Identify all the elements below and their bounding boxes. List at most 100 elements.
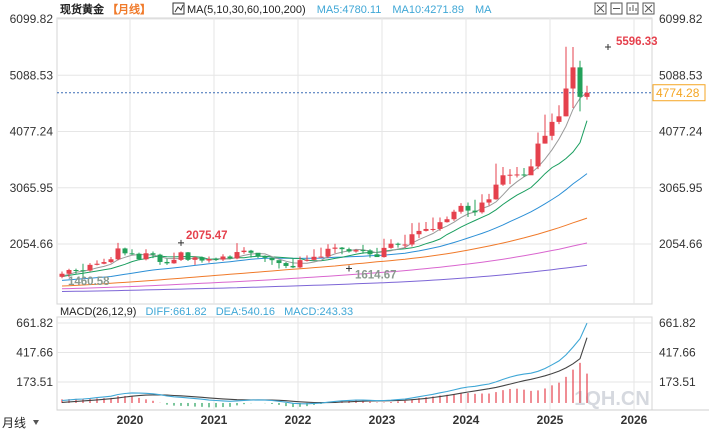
macd-gridlines — [57, 322, 652, 383]
last-price-value: 4774.28 — [656, 86, 700, 100]
macd-tick-label: 173.51 — [16, 375, 53, 389]
candle-body — [94, 263, 100, 265]
candle-body — [59, 273, 65, 277]
candle-body — [444, 219, 450, 223]
candle-body — [507, 174, 513, 176]
macd-tick-label: 417.66 — [16, 346, 53, 360]
candle-body — [528, 166, 534, 176]
year-gridlines — [129, 18, 635, 410]
candle-body — [297, 260, 303, 268]
ma-legend: MA(5,10,30,60,100,200) MA5:4780.11 MA10:… — [187, 4, 492, 16]
candle-body — [360, 250, 366, 252]
candle-body — [178, 252, 184, 260]
macd-lines — [61, 322, 588, 405]
year-label: 2020 — [117, 413, 144, 427]
candle-body — [339, 247, 345, 250]
candle-body — [514, 174, 520, 176]
candle-body — [227, 256, 233, 259]
candle-body — [206, 259, 212, 261]
candle-body — [521, 174, 527, 176]
ma10-line — [61, 120, 588, 277]
diff-line — [61, 322, 588, 405]
price-tick-label: 4077.24 — [659, 125, 703, 139]
macd-tick-label: 173.51 — [659, 375, 696, 389]
price-tick-label: 2054.66 — [659, 237, 703, 251]
watermark: 1QH.CN — [574, 388, 650, 410]
dea-legend: DEA:540.16 — [216, 306, 275, 318]
candle-body — [80, 270, 86, 272]
candle-body — [234, 252, 240, 259]
candle-body — [367, 250, 373, 255]
candle-body — [248, 250, 254, 253]
candle-body — [332, 247, 338, 249]
macd-tick-label: 417.66 — [659, 346, 696, 360]
candle-body — [150, 253, 156, 255]
candle-body — [535, 143, 541, 167]
footer-scroll-icon[interactable] — [33, 420, 39, 425]
candle-body — [255, 252, 261, 257]
candle-body — [136, 253, 142, 260]
price-tick-label: 2054.66 — [10, 237, 54, 251]
candle-body — [472, 210, 478, 213]
candle-body — [493, 184, 499, 200]
macd-panel[interactable] — [56, 316, 653, 411]
left-price-axis: 6099.82 5088.53 4077.24 3065.95 2054.66 — [10, 12, 54, 251]
candle-body — [185, 252, 191, 260]
candle-body — [311, 256, 317, 260]
candle-body — [262, 256, 268, 258]
price-tick-label: 5088.53 — [10, 68, 54, 82]
close-icon[interactable] — [642, 2, 655, 15]
year-label: 2026 — [621, 413, 648, 427]
candle-body — [486, 199, 492, 203]
candle-body — [304, 259, 310, 261]
footer-period-tab[interactable]: 月线 — [2, 416, 26, 430]
candle-body — [143, 253, 149, 260]
candle-body — [549, 121, 555, 136]
candle-body — [318, 256, 324, 258]
last-price-tag — [652, 84, 706, 102]
candle-body — [346, 249, 352, 252]
price-tick-label: 6099.82 — [10, 12, 54, 26]
year-label: 2024 — [453, 413, 480, 427]
candle-body — [409, 234, 415, 245]
ma10-legend: MA10:4271.89 — [392, 4, 464, 16]
chart-type-icon[interactable] — [626, 2, 639, 15]
candle-body — [199, 257, 205, 261]
candle-body — [416, 230, 422, 235]
price-tick-label: 5088.53 — [659, 68, 703, 82]
ma100-line — [61, 242, 588, 290]
candle-body — [577, 67, 583, 97]
price-tick-label: 3065.95 — [10, 181, 54, 195]
candle-body — [381, 247, 387, 258]
macd-tick-label: 661.82 — [659, 316, 696, 330]
candle-body — [395, 243, 401, 245]
candle-body — [570, 67, 576, 89]
macd-tick-label: 661.82 — [16, 316, 53, 330]
candle-body — [241, 250, 247, 253]
main-panel[interactable] — [56, 17, 653, 305]
ma-indicator-icon[interactable] — [172, 2, 185, 15]
ma5-legend: MA5:4780.11 — [317, 4, 382, 16]
candle-body — [115, 248, 121, 260]
candle-body — [423, 228, 429, 231]
candle-body — [129, 253, 135, 255]
ma-extra-legend: MA — [475, 4, 492, 16]
ma5-line — [61, 92, 588, 277]
candle-body — [87, 264, 93, 271]
instrument-title: 现货黄金 — [60, 2, 105, 16]
minimize-icon[interactable] — [610, 2, 623, 15]
macd-title: MACD(26,12,9) — [60, 306, 136, 318]
candle-body — [500, 175, 506, 185]
right-price-axis: 6099.82 5088.53 4077.24 3065.95 2054.66 — [659, 12, 703, 251]
candle-body — [213, 259, 219, 261]
settings-grid-icon[interactable] — [594, 2, 607, 15]
header-legend: 现货黄金 【月线】 — [60, 2, 151, 16]
candle-body — [269, 257, 275, 261]
mid-high-price-label: 2075.47 — [186, 230, 228, 242]
moving-average-lines — [61, 92, 588, 292]
period-selector[interactable]: 【月线】 — [107, 2, 151, 16]
candle-body — [402, 244, 408, 246]
candle-body — [192, 257, 198, 260]
ma200-line — [61, 264, 588, 292]
